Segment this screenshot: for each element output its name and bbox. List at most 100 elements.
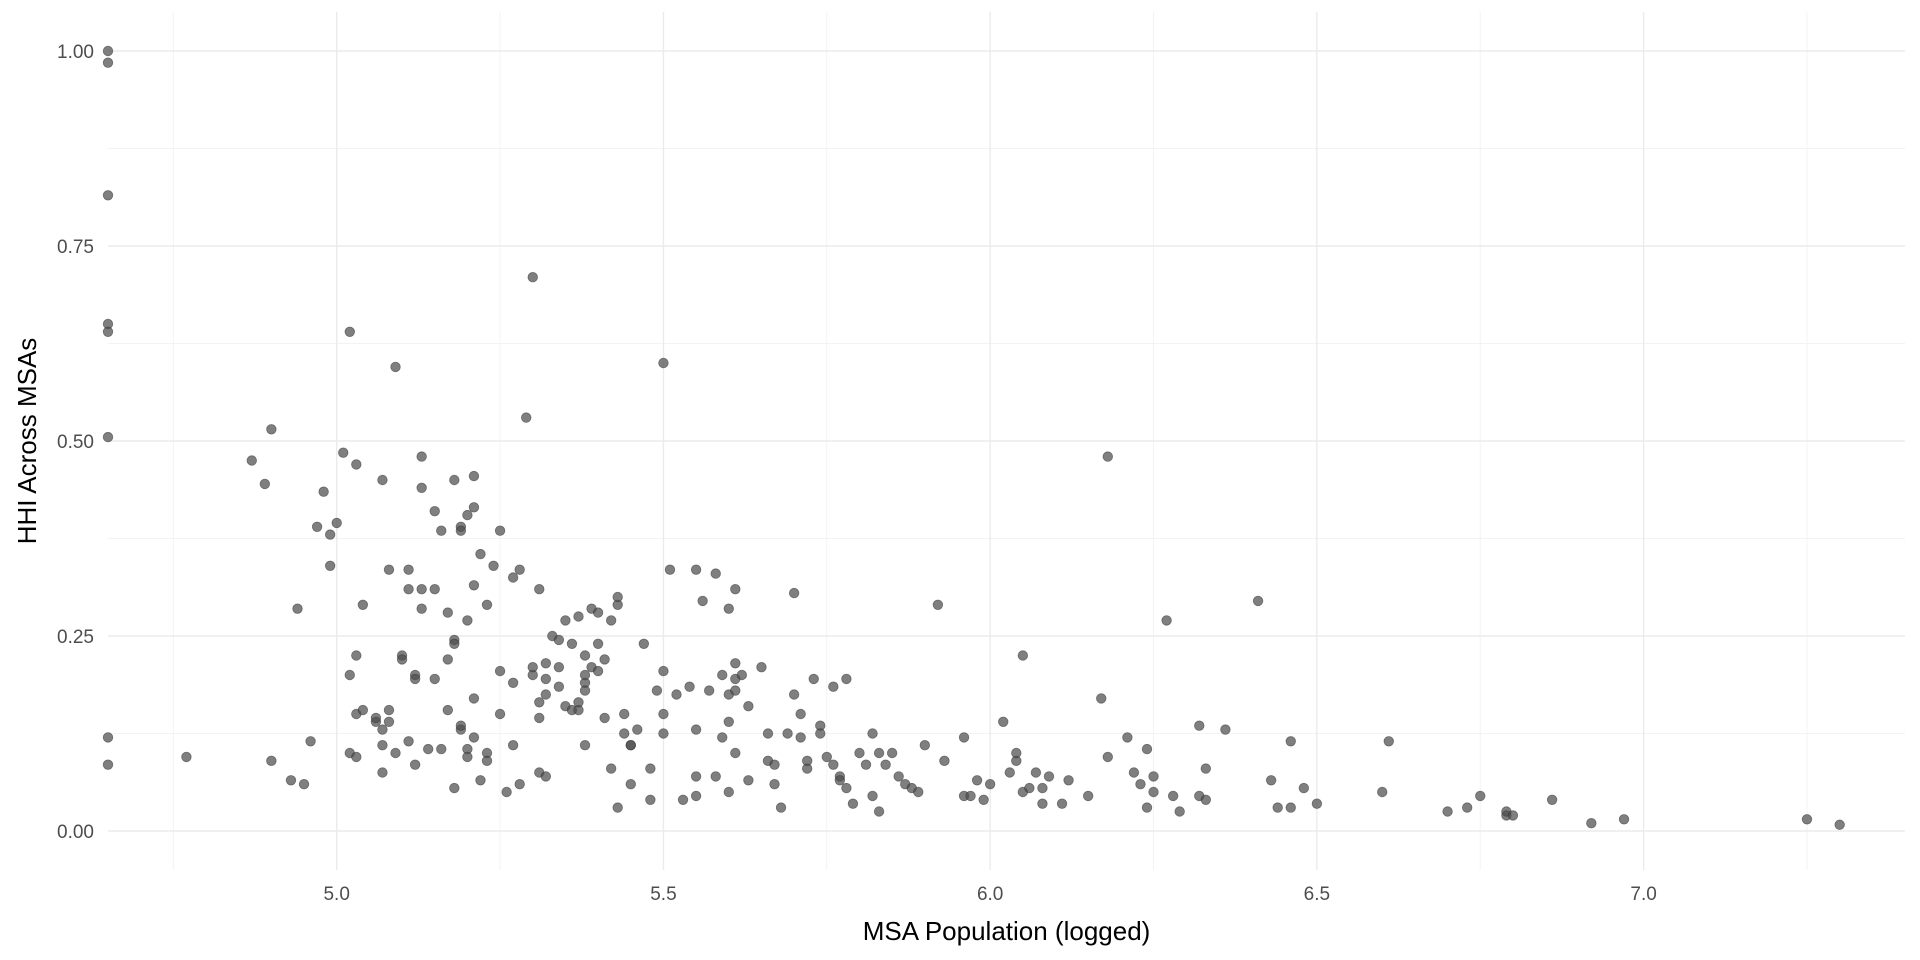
data-point (540, 658, 552, 669)
data-point (449, 638, 460, 650)
data-point (534, 712, 545, 724)
data-point (1037, 798, 1048, 809)
data-point (847, 798, 859, 809)
data-point (409, 673, 421, 685)
data-point (527, 272, 538, 283)
data-point (357, 599, 369, 611)
data-point (540, 673, 552, 685)
data-point (377, 767, 388, 778)
data-point (1194, 720, 1205, 731)
data-point (1030, 767, 1042, 778)
data-point (717, 732, 728, 743)
data-point (579, 669, 591, 681)
data-point (501, 786, 512, 798)
data-point (599, 712, 610, 724)
data-point (971, 775, 983, 786)
data-point (625, 779, 636, 790)
data-point (436, 525, 447, 536)
data-point (560, 615, 571, 626)
data-point (455, 720, 467, 731)
data-point (1128, 767, 1140, 778)
data-point (579, 740, 591, 751)
data-point (1461, 802, 1473, 813)
data-point (1546, 794, 1558, 806)
data-point (1174, 806, 1185, 817)
data-point (1037, 782, 1048, 794)
x-axis-title: MSA Population (logged) (863, 916, 1151, 946)
data-point (390, 361, 401, 373)
data-point (1167, 790, 1179, 802)
data-point (566, 638, 578, 650)
data-point (534, 584, 545, 595)
data-point (1507, 810, 1519, 821)
data-point (351, 751, 362, 763)
data-point (651, 685, 663, 696)
data-point (605, 763, 617, 774)
data-point (494, 525, 506, 536)
data-point (579, 685, 591, 696)
data-point (527, 662, 538, 673)
data-point (769, 779, 780, 790)
data-point (344, 669, 355, 681)
data-point (1011, 747, 1022, 759)
data-point (1265, 775, 1277, 786)
data-point (658, 665, 669, 677)
data-point (311, 521, 323, 533)
data-point (736, 669, 748, 681)
data-point (801, 755, 813, 767)
data-point (769, 759, 780, 770)
y-tick-label: 1.00 (57, 42, 94, 63)
data-point (351, 650, 362, 661)
data-point (873, 806, 885, 817)
data-point (442, 654, 453, 665)
data-point (867, 790, 878, 802)
data-point (507, 740, 519, 751)
y-tick-label: 0.50 (57, 432, 94, 453)
data-point (403, 584, 414, 595)
data-point (645, 763, 656, 774)
data-point (1161, 615, 1172, 626)
data-point (449, 782, 460, 794)
data-point (324, 560, 336, 572)
data-point (514, 564, 525, 575)
data-point (422, 743, 434, 755)
data-point (605, 615, 617, 626)
data-point (1252, 595, 1264, 607)
data-point (305, 736, 316, 747)
data-point (619, 728, 630, 739)
data-point (514, 779, 525, 790)
data-point (475, 548, 486, 560)
data-point (266, 755, 277, 767)
data-point (331, 517, 342, 529)
y-axis-title: HHI Across MSAs (12, 338, 42, 545)
data-point (932, 599, 944, 611)
data-point (828, 759, 839, 770)
data-point (1285, 736, 1296, 747)
data-point (507, 572, 519, 583)
data-point (984, 779, 996, 790)
data-point (1220, 724, 1231, 735)
data-point (1017, 650, 1029, 661)
x-tick-label: 6.0 (977, 884, 1003, 905)
data-point (462, 509, 473, 521)
data-point (488, 560, 499, 572)
data-point (468, 580, 480, 591)
data-point (1024, 782, 1035, 794)
data-point (998, 716, 1009, 728)
data-point (958, 732, 970, 743)
data-point (919, 740, 931, 751)
data-point (684, 681, 695, 692)
data-point (788, 689, 800, 700)
data-point (664, 564, 676, 575)
data-point (723, 786, 734, 798)
data-point (1063, 775, 1074, 786)
data-points (102, 45, 1845, 830)
data-point (383, 704, 395, 716)
data-point (775, 802, 787, 813)
data-point (436, 743, 447, 755)
data-point (1141, 802, 1153, 813)
y-tick-label: 0.00 (57, 822, 94, 843)
x-tick-label: 6.5 (1304, 884, 1330, 905)
data-point (619, 708, 630, 720)
